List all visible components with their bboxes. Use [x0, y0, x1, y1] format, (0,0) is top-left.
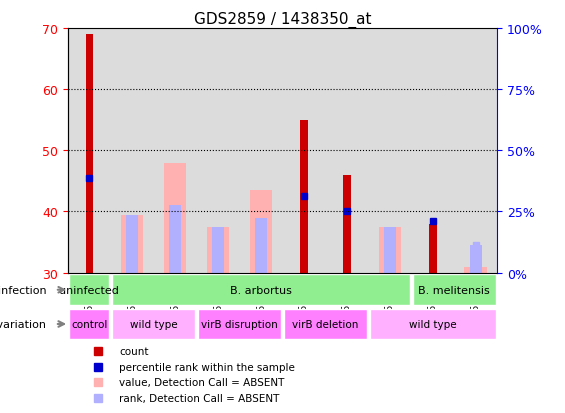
Bar [154, 29, 197, 273]
Text: B. melitensis: B. melitensis [419, 285, 490, 295]
Bar [325, 29, 368, 273]
Bar [411, 29, 454, 273]
Title: GDS2859 / 1438350_at: GDS2859 / 1438350_at [194, 12, 371, 28]
Bar [454, 29, 497, 273]
Text: control: control [71, 319, 107, 329]
Bar [126, 215, 138, 273]
Bar [212, 227, 224, 273]
Text: wild type: wild type [130, 319, 177, 329]
Text: infection: infection [0, 285, 46, 295]
Bar [169, 206, 181, 273]
Text: percentile rank within the sample: percentile rank within the sample [119, 362, 295, 372]
Text: uninfected: uninfected [59, 285, 119, 295]
Bar [207, 227, 229, 273]
Text: B. arbortus: B. arbortus [230, 285, 292, 295]
Bar [300, 121, 308, 273]
Bar [343, 176, 351, 273]
Bar [464, 267, 487, 273]
Bar [85, 35, 93, 273]
Text: genotype/variation: genotype/variation [0, 319, 46, 329]
FancyBboxPatch shape [69, 275, 110, 306]
Bar [470, 245, 482, 273]
FancyBboxPatch shape [112, 309, 195, 339]
Text: rank, Detection Call = ABSENT: rank, Detection Call = ABSENT [119, 394, 280, 404]
Bar [250, 190, 272, 273]
Bar [379, 227, 401, 273]
Text: count: count [119, 346, 149, 356]
FancyBboxPatch shape [412, 275, 496, 306]
Bar [255, 218, 267, 273]
Text: value, Detection Call = ABSENT: value, Detection Call = ABSENT [119, 377, 285, 387]
FancyBboxPatch shape [112, 275, 410, 306]
Bar [111, 29, 154, 273]
Text: wild type: wild type [409, 319, 457, 329]
FancyBboxPatch shape [370, 309, 496, 339]
FancyBboxPatch shape [284, 309, 367, 339]
Text: virB deletion: virB deletion [292, 319, 359, 329]
Bar [240, 29, 282, 273]
Bar [164, 163, 186, 273]
Bar [282, 29, 325, 273]
FancyBboxPatch shape [198, 309, 281, 339]
FancyBboxPatch shape [69, 309, 110, 339]
Bar [429, 224, 437, 273]
Bar [68, 29, 111, 273]
Bar [368, 29, 411, 273]
Bar [121, 215, 144, 273]
Bar [384, 227, 396, 273]
Text: virB disruption: virB disruption [201, 319, 278, 329]
Bar [197, 29, 240, 273]
